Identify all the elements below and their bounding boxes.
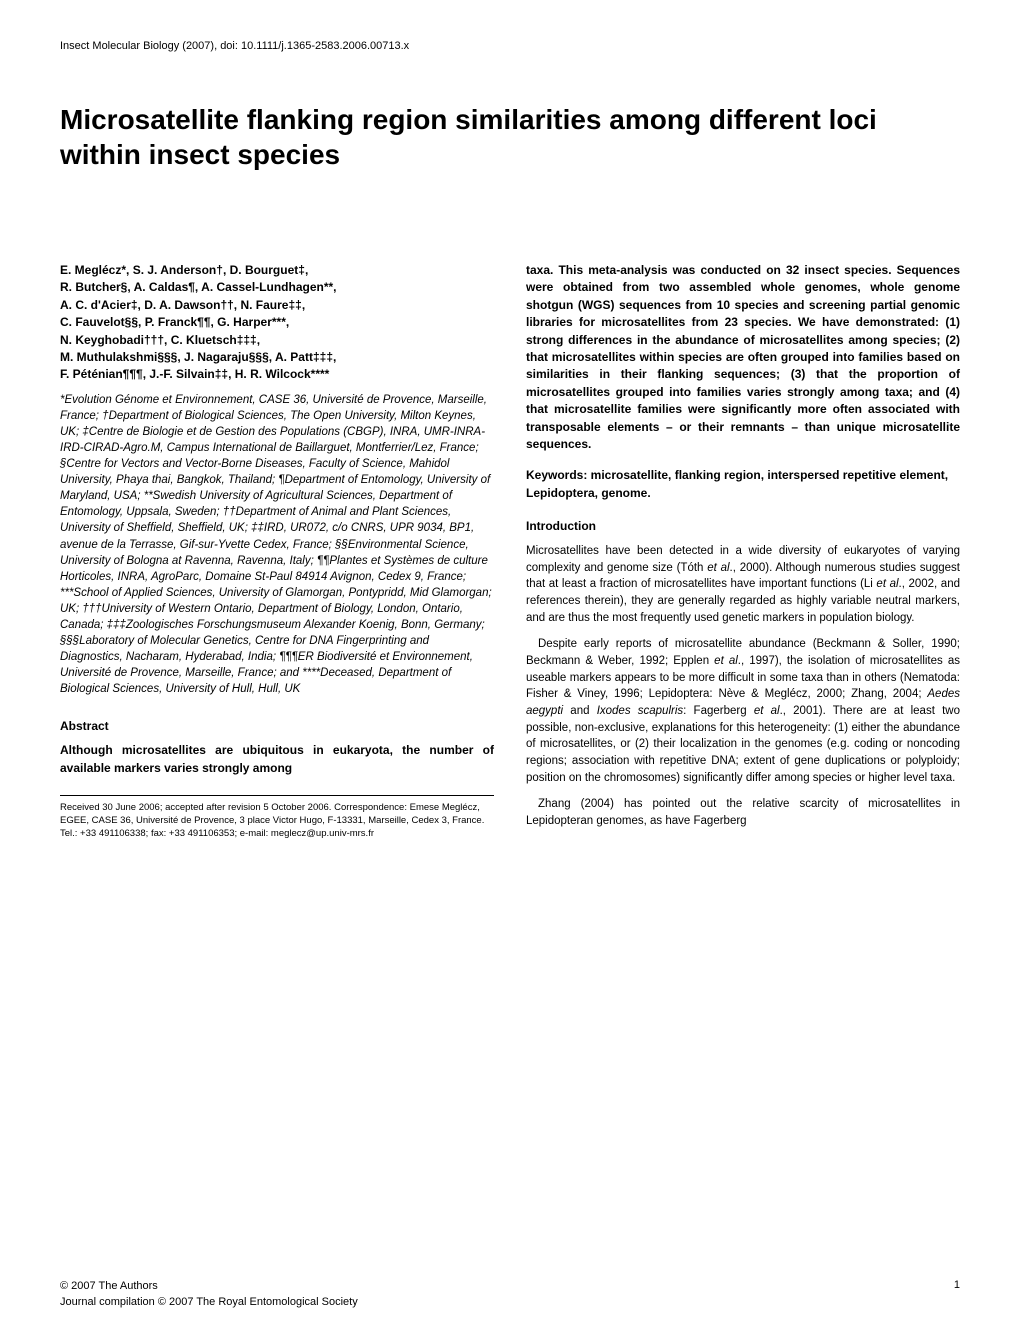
- author-line: M. Muthulakshmi§§§, J. Nagaraju§§§, A. P…: [60, 349, 494, 366]
- two-column-layout: E. Meglécz*, S. J. Anderson†, D. Bourgue…: [60, 262, 960, 841]
- text-run-italic: et al: [754, 705, 780, 717]
- text-run-italic: et al: [876, 578, 898, 590]
- author-line: C. Fauvelot§§, P. Franck¶¶, G. Harper***…: [60, 314, 494, 331]
- affiliations: *Evolution Génome et Environnement, CASE…: [60, 392, 494, 698]
- footer-copyright: © 2007 The Authors Journal compilation ©…: [60, 1279, 358, 1310]
- text-run: : Fagerberg: [683, 705, 754, 717]
- author-line: N. Keyghobadi†††, C. Kluetsch‡‡‡,: [60, 332, 494, 349]
- abstract-text-right: taxa. This meta-analysis was conducted o…: [526, 262, 960, 453]
- author-line: F. Péténian¶¶¶, J.-F. Silvain‡‡, H. R. W…: [60, 366, 494, 383]
- correspondence-note: Received 30 June 2006; accepted after re…: [60, 795, 494, 840]
- journal-header: Insect Molecular Biology (2007), doi: 10…: [60, 40, 960, 52]
- article-title: Microsatellite flanking region similarit…: [60, 102, 960, 172]
- author-line: R. Butcher§, A. Caldas¶, A. Cassel-Lundh…: [60, 279, 494, 296]
- abstract-text-left: Although microsatellites are ubiquitous …: [60, 742, 494, 777]
- text-run: and: [563, 705, 597, 717]
- keywords: Keywords: microsatellite, flanking regio…: [526, 467, 960, 502]
- footer-line: Journal compilation © 2007 The Royal Ent…: [60, 1295, 358, 1310]
- author-line: E. Meglécz*, S. J. Anderson†, D. Bourgue…: [60, 262, 494, 279]
- author-list: E. Meglécz*, S. J. Anderson†, D. Bourgue…: [60, 262, 494, 384]
- abstract-heading: Abstract: [60, 718, 494, 735]
- footer-line: © 2007 The Authors: [60, 1279, 358, 1294]
- left-column: E. Meglécz*, S. J. Anderson†, D. Bourgue…: [60, 262, 494, 841]
- intro-paragraph-2: Despite early reports of microsatellite …: [526, 636, 960, 786]
- page-footer: © 2007 The Authors Journal compilation ©…: [60, 1279, 960, 1310]
- page-number: 1: [954, 1279, 960, 1310]
- right-column: taxa. This meta-analysis was conducted o…: [526, 262, 960, 841]
- text-run-italic: et al: [714, 655, 738, 667]
- intro-paragraph-1: Microsatellites have been detected in a …: [526, 543, 960, 626]
- text-run-italic: Ixodes scapulris: [597, 705, 683, 717]
- author-line: A. C. d'Acier‡, D. A. Dawson††, N. Faure…: [60, 297, 494, 314]
- text-run-italic: et al: [707, 562, 729, 574]
- intro-paragraph-3: Zhang (2004) has pointed out the relativ…: [526, 796, 960, 829]
- introduction-heading: Introduction: [526, 518, 960, 535]
